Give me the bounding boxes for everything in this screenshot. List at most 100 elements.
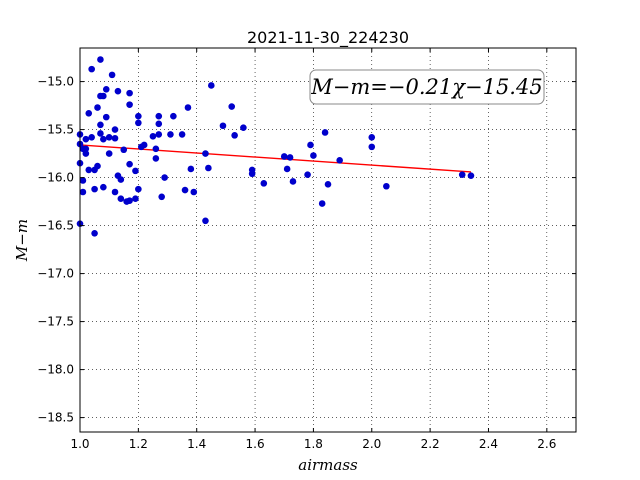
data-point — [79, 177, 87, 184]
data-point — [79, 188, 87, 196]
x-tick-label: 1.4 — [187, 437, 206, 451]
data-point — [105, 150, 113, 157]
data-points — [76, 56, 475, 237]
y-tick-label: −18.0 — [37, 363, 74, 377]
data-point — [304, 171, 311, 179]
data-point — [231, 132, 238, 139]
data-point — [318, 200, 326, 207]
data-point — [336, 157, 343, 164]
data-point — [97, 56, 104, 63]
x-axis-label: airmass — [298, 456, 358, 474]
data-point — [111, 126, 119, 133]
y-tick-label: −17.5 — [37, 315, 74, 329]
y-tick-label: −16.5 — [37, 219, 74, 233]
chart-title: 2021-11-30_224230 — [247, 28, 409, 48]
data-point — [132, 195, 139, 203]
x-tick-label: 1.0 — [70, 437, 89, 451]
annotation-box — [309, 69, 545, 105]
y-tick-label: −16.0 — [37, 171, 74, 185]
data-point — [97, 121, 104, 129]
data-point — [132, 167, 139, 175]
data-point — [467, 172, 475, 179]
plot-frame — [79, 47, 577, 433]
data-point — [368, 143, 376, 151]
data-point — [91, 185, 98, 193]
data-point — [458, 171, 466, 179]
data-point — [202, 150, 209, 157]
x-tick-label: 2.6 — [537, 437, 556, 451]
data-point — [152, 155, 160, 162]
y-tick-label: −18.5 — [37, 411, 74, 425]
data-point — [135, 112, 142, 120]
data-point — [82, 135, 90, 143]
data-point — [135, 185, 142, 193]
data-point — [108, 71, 116, 79]
data-point — [283, 165, 291, 173]
data-point — [111, 188, 119, 196]
data-point — [310, 152, 317, 159]
x-tick-label: 2.2 — [421, 437, 440, 451]
data-point — [140, 141, 148, 149]
data-point — [135, 119, 142, 127]
data-point — [228, 103, 236, 110]
data-point — [152, 145, 160, 153]
fit-equation: M−m=−0.21χ−15.45 — [310, 75, 542, 99]
data-point — [82, 150, 90, 157]
data-point — [94, 162, 101, 170]
data-point — [202, 217, 209, 225]
y-axis: −15.0 −15.5 −16.0 −16.5 −17.0 −17.5 −18.0 −18.5 — [37, 75, 576, 425]
data-point — [155, 131, 163, 138]
data-point — [100, 135, 107, 143]
data-point — [167, 131, 174, 138]
data-point — [105, 133, 113, 141]
data-point — [126, 89, 133, 97]
data-point — [82, 145, 90, 153]
data-point — [88, 65, 95, 73]
data-point — [205, 164, 212, 172]
data-point — [368, 133, 376, 141]
data-point — [88, 133, 95, 141]
data-point — [85, 109, 93, 117]
data-point — [184, 104, 192, 111]
x-tick-label: 2.4 — [479, 437, 498, 451]
data-point — [286, 154, 294, 161]
x-tick-label: 2.0 — [362, 437, 381, 451]
grid — [79, 48, 576, 432]
x-tick-label: 1.8 — [304, 437, 323, 451]
data-point — [178, 131, 186, 138]
y-axis-label: M−m — [13, 219, 31, 262]
data-point — [321, 129, 329, 136]
data-point — [114, 87, 122, 95]
data-point — [102, 85, 110, 93]
data-point — [190, 188, 198, 196]
data-point — [219, 122, 227, 130]
data-point — [85, 166, 93, 174]
data-point — [117, 176, 125, 183]
data-point — [158, 193, 165, 201]
data-point — [181, 186, 189, 194]
data-point — [126, 101, 133, 108]
data-point — [100, 92, 107, 100]
data-point — [289, 178, 297, 185]
data-point — [155, 112, 163, 120]
data-point — [280, 153, 288, 160]
data-point — [324, 181, 332, 188]
fit-line — [79, 144, 472, 173]
x-axis: 1.0 1.2 1.4 1.6 1.8 2.0 2.2 2.4 2.6 — [70, 48, 556, 451]
data-point — [248, 166, 256, 174]
data-point — [117, 195, 125, 203]
data-point — [120, 146, 128, 154]
data-point — [102, 113, 110, 121]
data-point — [155, 120, 163, 128]
fit-line-group — [79, 144, 472, 173]
data-point — [149, 133, 157, 140]
data-point — [100, 183, 107, 191]
data-point — [207, 82, 215, 89]
x-tick-label: 1.2 — [129, 437, 148, 451]
data-point — [161, 174, 168, 181]
data-point — [307, 141, 314, 149]
data-point — [383, 182, 390, 190]
data-point — [97, 130, 104, 137]
data-point — [126, 197, 133, 204]
